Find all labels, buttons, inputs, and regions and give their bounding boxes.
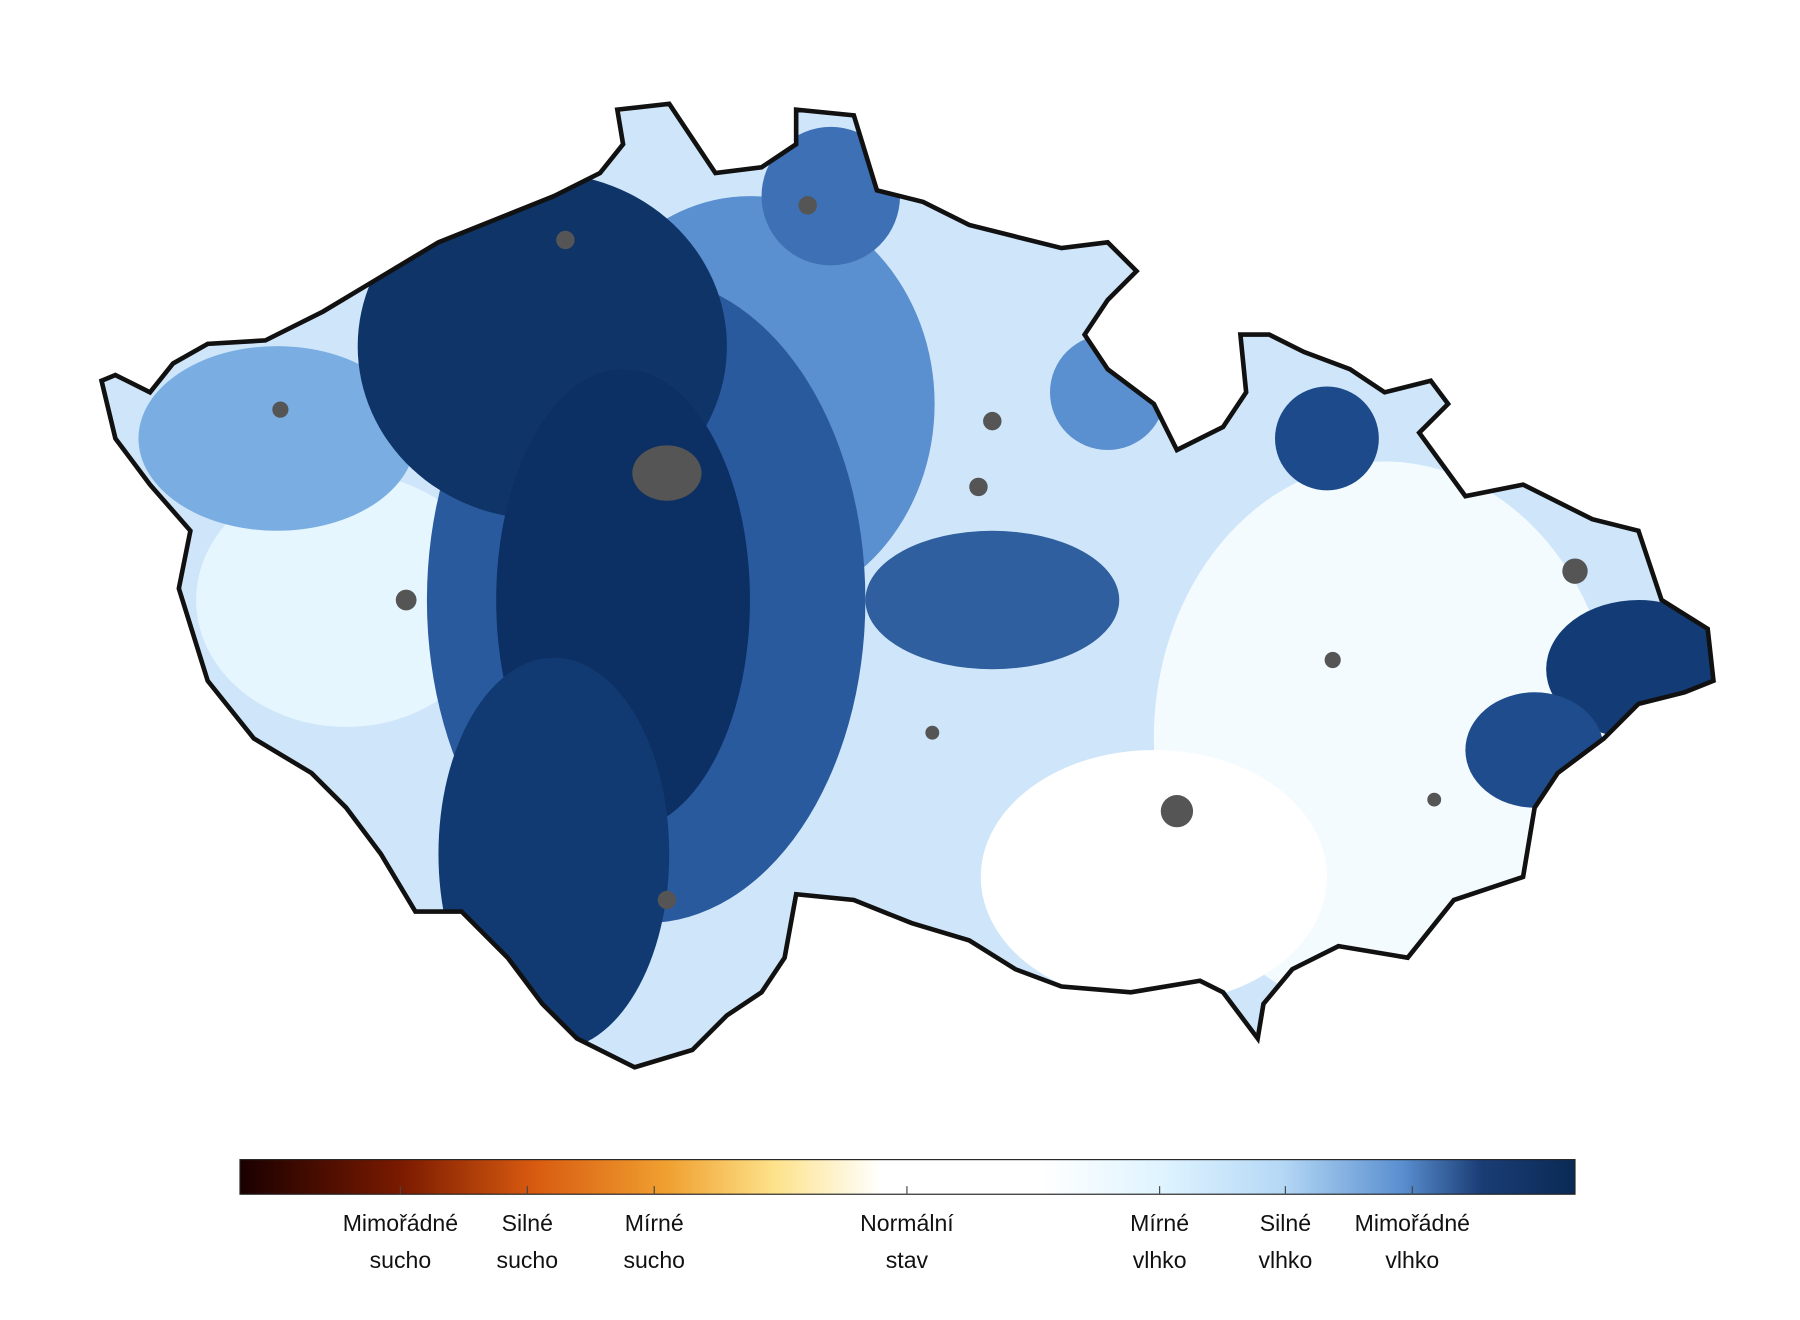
legend-label: Mírné [1130, 1210, 1189, 1236]
legend-label: vlhko [1258, 1247, 1312, 1273]
legend-label: Normální [860, 1210, 954, 1236]
map-fill [101, 103, 1714, 1068]
legend-label: stav [886, 1247, 929, 1273]
legend: Mimořádné sucho Silné sucho Mírné sucho Normál… [343, 1186, 1470, 1273]
legend-label: Mimořádné [343, 1210, 458, 1236]
legend-label: sucho [370, 1247, 432, 1273]
legend-label: vlhko [1385, 1247, 1439, 1273]
legend-label: sucho [623, 1247, 685, 1273]
cities [272, 196, 1588, 910]
legend-label: sucho [497, 1247, 559, 1273]
legend-label: Silné [502, 1210, 553, 1236]
legend-label: Mírné [625, 1210, 684, 1236]
legend-label: Mimořádné [1355, 1210, 1470, 1236]
legend-label: vlhko [1133, 1247, 1187, 1273]
legend-label: Silné [1260, 1210, 1311, 1236]
